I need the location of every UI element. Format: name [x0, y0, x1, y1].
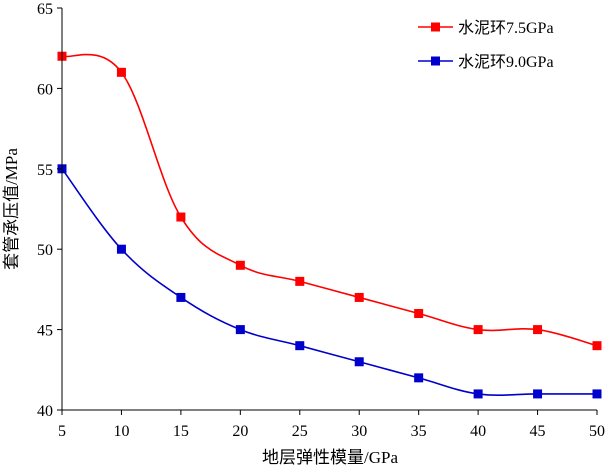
x-tick-label: 35 [411, 423, 427, 440]
data-point-marker [235, 325, 245, 335]
y-tick-label: 50 [37, 242, 53, 259]
y-axis-title: 套管承压值/MPa [2, 148, 21, 270]
x-tick-label: 30 [351, 423, 367, 440]
data-point-marker [176, 292, 186, 302]
y-tick-label: 55 [37, 162, 53, 179]
data-point-marker [235, 260, 245, 270]
y-tick-label: 60 [37, 81, 53, 98]
data-point-marker [354, 357, 364, 367]
data-point-marker [295, 276, 305, 286]
y-tick-label: 45 [37, 323, 53, 340]
series-2 [57, 164, 602, 399]
plot-area [57, 51, 602, 399]
x-tick-label: 10 [113, 423, 129, 440]
series-1 [57, 51, 602, 351]
data-point-marker [592, 389, 602, 399]
data-point-marker [414, 373, 424, 383]
x-tick-label: 5 [58, 423, 66, 440]
legend-label: 水泥环9.0GPa [458, 53, 554, 71]
axes [61, 8, 597, 411]
data-point-marker [116, 67, 126, 77]
data-point-marker [116, 244, 126, 254]
data-point-marker [533, 325, 543, 335]
series-line [61, 168, 597, 396]
data-point-marker [473, 389, 483, 399]
legend-item: 水泥环9.0GPa [418, 53, 554, 71]
x-tick-label: 50 [589, 423, 605, 440]
data-point-marker [176, 212, 186, 222]
y-tick-label: 65 [37, 1, 53, 18]
x-axis-ticks: 5 10 15 20 25 30 35 40 45 50 [58, 410, 605, 440]
data-point-marker [414, 309, 424, 319]
x-tick-label: 20 [232, 423, 248, 440]
data-point-marker [473, 325, 483, 335]
legend-marker [431, 22, 440, 32]
y-axis-ticks: 40 45 50 55 60 65 [37, 1, 62, 420]
x-tick-label: 25 [292, 423, 308, 440]
x-axis-title: 地层弹性模量/GPa [262, 448, 398, 467]
legend-item: 水泥环7.5GPa [418, 19, 554, 37]
x-tick-label: 15 [173, 423, 189, 440]
legend-marker [431, 56, 440, 66]
data-point-marker [354, 292, 364, 302]
y-tick-label: 40 [37, 403, 53, 420]
legend: 水泥环7.5GPa 水泥环9.0GPa [418, 19, 554, 71]
data-point-marker [592, 341, 602, 351]
x-tick-label: 40 [470, 423, 486, 440]
data-point-marker [533, 389, 543, 399]
data-point-marker [295, 341, 305, 351]
series-line [61, 53, 598, 347]
x-tick-label: 45 [530, 423, 546, 440]
legend-label: 水泥环7.5GPa [458, 19, 554, 37]
